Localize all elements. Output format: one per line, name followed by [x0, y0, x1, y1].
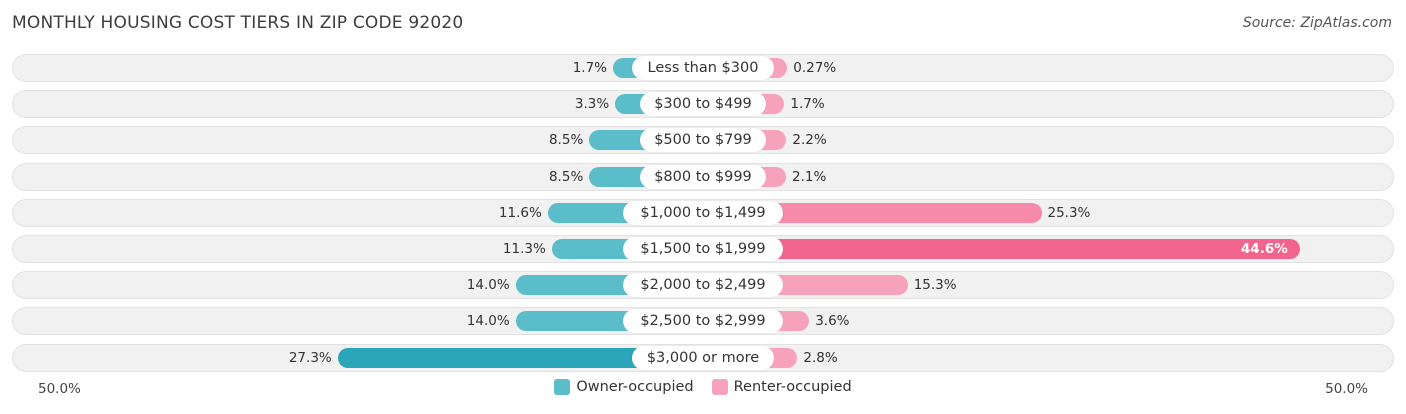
category-label: $2,000 to $2,499 — [623, 273, 783, 297]
category-label: $2,500 to $2,999 — [623, 309, 783, 333]
chart-source: Source: ZipAtlas.com — [1242, 15, 1392, 31]
axis-right-label: 50.0% — [1325, 381, 1368, 397]
legend-owner-label: Owner-occupied — [576, 379, 694, 395]
renter-value-label: 2.2% — [792, 132, 827, 148]
owner-value-label: 11.6% — [498, 205, 542, 221]
category-label: $500 to $799 — [640, 128, 766, 152]
axis-left-label: 50.0% — [38, 381, 81, 397]
renter-value-label: 25.3% — [1047, 205, 1091, 221]
category-label: Less than $300 — [631, 56, 775, 80]
owner-value-label: 8.5% — [548, 132, 584, 148]
renter-value-label: 44.6% — [1240, 241, 1288, 257]
renter-value-label: 2.1% — [792, 169, 827, 185]
owner-value-label: 14.0% — [466, 277, 510, 293]
owner-value-label: 27.3% — [288, 350, 332, 366]
category-label: $1,000 to $1,499 — [623, 201, 783, 225]
category-label: $300 to $499 — [640, 92, 766, 116]
legend-renter[interactable]: Renter-occupied — [711, 379, 852, 395]
legend-owner-swatch — [554, 379, 571, 395]
renter-value-label: 0.27% — [793, 60, 837, 76]
owner-value-label: 14.0% — [466, 313, 510, 329]
owner-value-label: 1.7% — [572, 60, 607, 76]
renter-value-label: 2.8% — [803, 350, 838, 366]
owner-value-label: 8.5% — [548, 169, 584, 185]
legend-renter-swatch — [711, 379, 728, 395]
renter-bar[interactable] — [703, 239, 1300, 259]
renter-value-label: 15.3% — [913, 277, 957, 293]
renter-value-label: 3.6% — [815, 313, 850, 329]
renter-value-label: 1.7% — [790, 96, 825, 112]
chart-title: MONTHLY HOUSING COST TIERS IN ZIP CODE 9… — [12, 13, 464, 33]
category-label: $800 to $999 — [640, 165, 766, 189]
owner-value-label: 11.3% — [502, 241, 546, 257]
owner-value-label: 3.3% — [574, 96, 610, 112]
legend: Owner-occupied Renter-occupied — [0, 379, 1406, 395]
renter-bar[interactable] — [703, 203, 1042, 223]
legend-owner[interactable]: Owner-occupied — [554, 379, 694, 395]
owner-bar[interactable] — [337, 348, 703, 368]
legend-renter-label: Renter-occupied — [733, 379, 852, 395]
category-label: $3,000 or more — [631, 346, 775, 370]
category-label: $1,500 to $1,999 — [623, 237, 783, 261]
